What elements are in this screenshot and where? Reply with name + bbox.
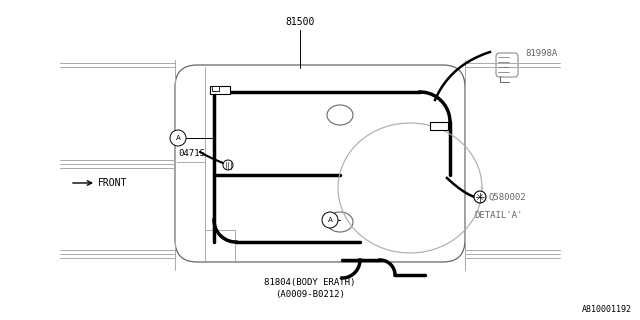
Text: FRONT: FRONT: [98, 178, 127, 188]
Text: DETAIL'A': DETAIL'A': [474, 211, 522, 220]
Text: (A0009-B0212): (A0009-B0212): [275, 291, 345, 300]
FancyBboxPatch shape: [175, 65, 465, 262]
Text: A: A: [175, 135, 180, 141]
Circle shape: [474, 191, 486, 203]
Text: 81998A: 81998A: [525, 49, 557, 58]
Ellipse shape: [327, 105, 353, 125]
Bar: [430, 122, 448, 130]
Circle shape: [322, 212, 338, 228]
Bar: [210, 86, 230, 94]
Text: Q580002: Q580002: [488, 193, 525, 202]
Text: A: A: [328, 217, 332, 223]
Ellipse shape: [327, 212, 353, 232]
Circle shape: [223, 160, 233, 170]
FancyBboxPatch shape: [496, 53, 518, 77]
Text: 81500: 81500: [285, 17, 315, 27]
Bar: [212, 86, 219, 91]
Circle shape: [170, 130, 186, 146]
Text: 0471S: 0471S: [178, 148, 205, 157]
Text: 81804(BODY ERATH): 81804(BODY ERATH): [264, 278, 356, 287]
Text: A810001192: A810001192: [582, 306, 632, 315]
